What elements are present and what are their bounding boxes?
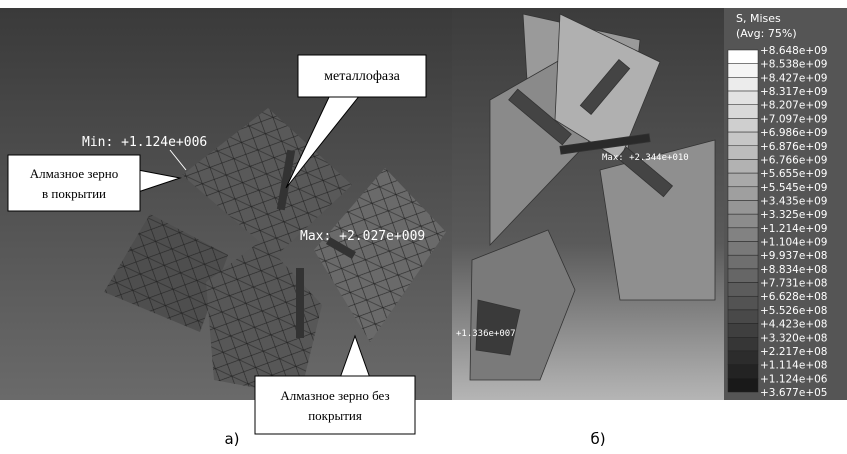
legend-label: +3.320e+08 <box>760 332 827 344</box>
figure: металлофаза Алмазное зерно в покрытии Ал… <box>0 0 847 454</box>
legend-label: +3.677e+05 <box>760 387 827 399</box>
legend-band <box>728 269 758 283</box>
legend-band <box>728 64 758 78</box>
legend-label: +9.937e+08 <box>760 250 827 262</box>
label-min-b: +1.336e+007 <box>456 329 516 339</box>
legend-label: +6.766e+09 <box>760 154 827 166</box>
legend-label: +4.423e+08 <box>760 319 827 331</box>
legend-label: +6.876e+09 <box>760 141 827 153</box>
legend-band <box>728 214 758 228</box>
label-max-b: Max: +2.344e+010 <box>602 153 689 163</box>
legend-title: S, Mises <box>736 12 781 25</box>
legend-label: +8.834e+08 <box>760 264 827 276</box>
legend-label: +5.526e+08 <box>760 305 827 317</box>
legend-band <box>728 283 758 297</box>
caption-b: б) <box>590 430 605 448</box>
legend-label: +8.317e+09 <box>760 86 827 98</box>
legend-band <box>728 337 758 351</box>
legend-label: +8.427e+09 <box>760 72 827 84</box>
legend-label: +3.325e+09 <box>760 209 827 221</box>
legend-band <box>728 91 758 105</box>
legend-band <box>728 132 758 146</box>
legend-label: +5.545e+09 <box>760 182 827 194</box>
legend-label: +1.124e+06 <box>760 373 828 385</box>
legend-band <box>728 310 758 324</box>
legend-label: +8.207e+09 <box>760 100 827 112</box>
legend-label: +1.214e+09 <box>760 223 827 235</box>
caption-a: а) <box>224 430 239 448</box>
legend-band <box>728 296 758 310</box>
legend-label: +8.538e+09 <box>760 59 827 71</box>
legend-label: +6.628e+08 <box>760 291 827 303</box>
legend-band <box>728 50 758 64</box>
legend-band <box>728 242 758 256</box>
legend-band <box>728 173 758 187</box>
page: металлофаза Алмазное зерно в покрытии Ал… <box>0 0 847 454</box>
legend-band <box>728 255 758 269</box>
legend-label: +5.655e+09 <box>760 168 827 180</box>
legend-band <box>728 187 758 201</box>
legend-label: +3.435e+09 <box>760 195 827 207</box>
legend-band <box>728 378 758 392</box>
legend-label: +6.986e+09 <box>760 127 827 139</box>
legend-label: +1.114e+08 <box>760 360 827 372</box>
legend-label: +2.217e+08 <box>760 346 827 358</box>
callout-coated-line: в покрытии <box>42 186 106 201</box>
callout-coated-line: Алмазное зерно <box>30 166 118 181</box>
legend-band <box>728 351 758 365</box>
legend-label: +7.097e+09 <box>760 113 827 125</box>
legend-band <box>728 365 758 379</box>
callout-uncoated-line: Алмазное зерно без <box>280 388 389 403</box>
legend-label: +7.731e+08 <box>760 278 827 290</box>
callout-uncoated-line: покрытия <box>308 408 362 423</box>
legend-band <box>728 77 758 91</box>
legend-band <box>728 159 758 173</box>
legend-label: +8.648e+09 <box>760 45 827 57</box>
legend-band <box>728 200 758 214</box>
legend-band <box>728 146 758 160</box>
legend-band <box>728 118 758 132</box>
label-metal-phase: металлофаза <box>324 69 400 84</box>
legend-subtitle: (Avg: 75%) <box>736 27 797 40</box>
label-max: Max: +2.027e+009 <box>300 229 425 244</box>
label-min: Min: +1.124e+006 <box>82 135 207 150</box>
legend-band <box>728 324 758 338</box>
legend-band <box>728 105 758 119</box>
legend-label: +1.104e+09 <box>760 237 827 249</box>
legend-band <box>728 228 758 242</box>
